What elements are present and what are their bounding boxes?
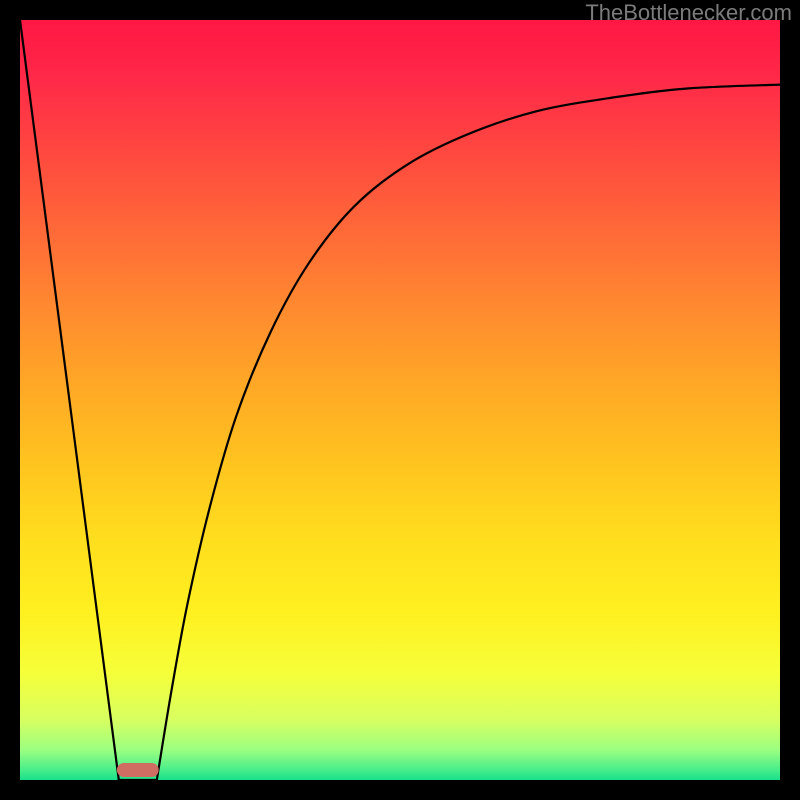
optimal-point-marker (117, 763, 159, 777)
chart-background-gradient (20, 20, 780, 780)
watermark-text: TheBottlenecker.com (585, 0, 792, 25)
chart-svg: TheBottlenecker.com (0, 0, 800, 800)
bottleneck-chart: TheBottlenecker.com (0, 0, 800, 800)
